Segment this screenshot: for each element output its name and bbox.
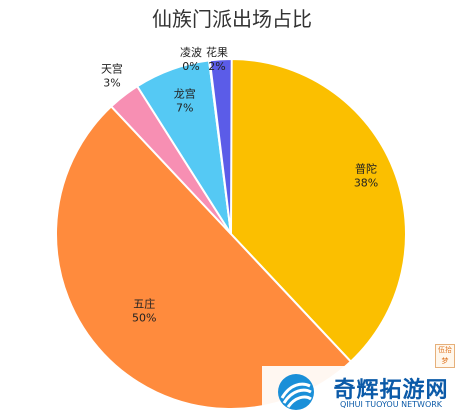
slice-name-1: 普陀 — [355, 162, 377, 176]
slice-value-4: 7% — [176, 102, 193, 115]
watermark-subtitle: QIHUI TUOYOU NETWORK — [339, 400, 443, 409]
slice-name-6: 花果 — [206, 46, 228, 59]
slice-name-2: 五庄 — [133, 296, 155, 310]
watermark-name: 奇辉拓游网 — [333, 378, 449, 403]
slice-name-3: 天宫 — [101, 62, 123, 76]
pie-slice-6 — [208, 58, 233, 235]
slice-value-5: 0% — [182, 60, 199, 73]
slice-value-2: 50% — [132, 311, 156, 324]
slice-value-1: 38% — [354, 177, 378, 190]
watermark-logo-icon — [278, 374, 314, 410]
slice-name-4: 龙宫 — [174, 87, 196, 101]
pie-slices — [54, 57, 408, 411]
watermark-tag: 伍拾梦 — [435, 344, 455, 368]
slice-value-3: 3% — [103, 77, 120, 90]
chart-title: 仙族门派出场占比 — [152, 7, 312, 31]
slice-value-6: 2% — [208, 60, 225, 73]
slice-name-5: 凌波 — [180, 45, 202, 59]
pie-slice-1 — [230, 57, 408, 363]
